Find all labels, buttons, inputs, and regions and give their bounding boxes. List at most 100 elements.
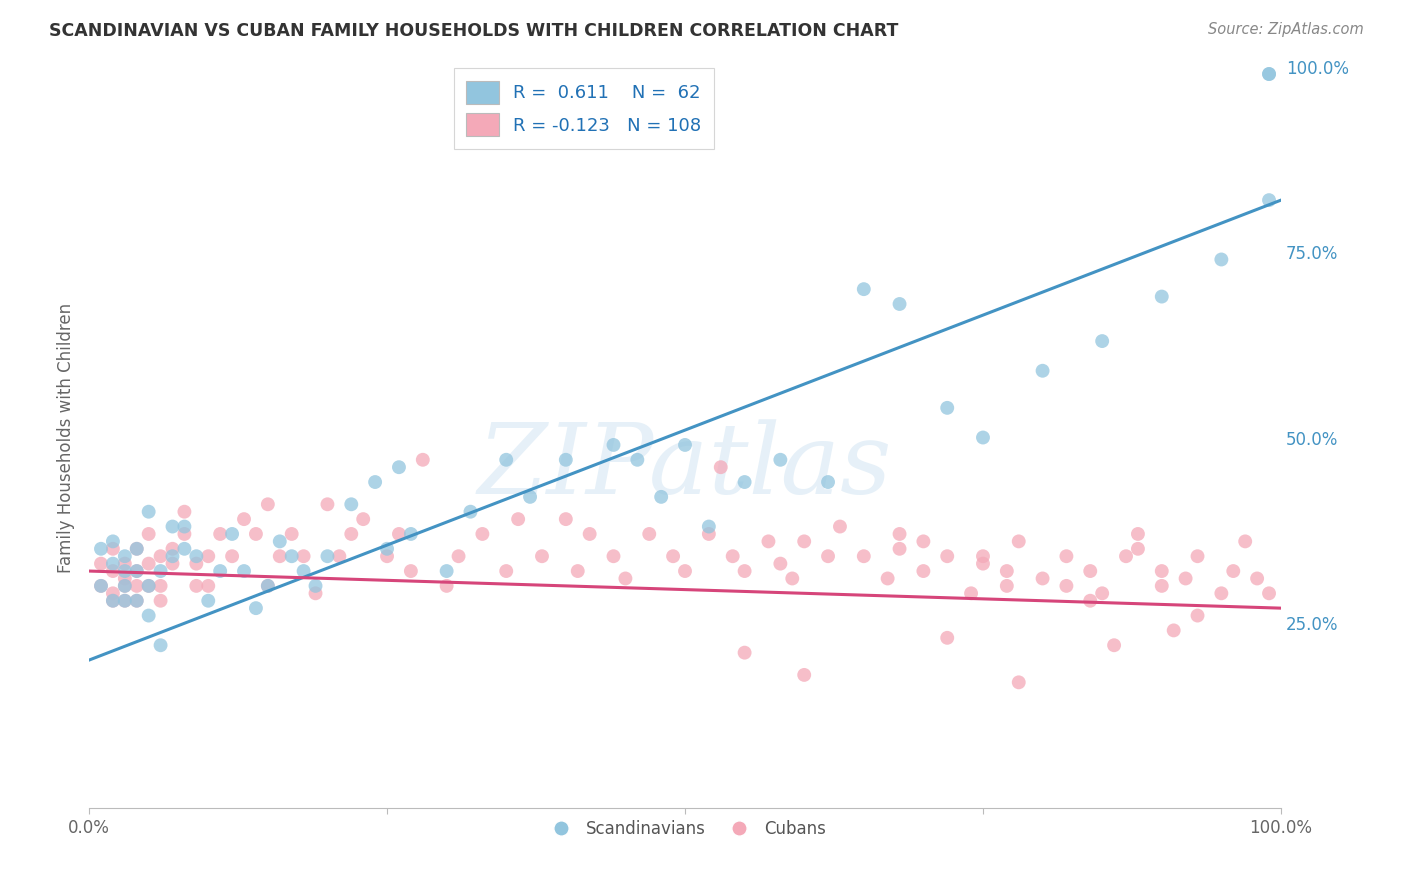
Point <box>209 527 232 541</box>
Point <box>149 549 172 564</box>
Point <box>162 541 184 556</box>
Point <box>245 601 267 615</box>
Point <box>710 460 733 475</box>
Point <box>1211 586 1233 600</box>
Point <box>186 579 208 593</box>
Point <box>221 549 243 564</box>
Point <box>1258 67 1281 81</box>
Point <box>233 564 256 578</box>
Text: Source: ZipAtlas.com: Source: ZipAtlas.com <box>1208 22 1364 37</box>
Point <box>125 541 148 556</box>
Point <box>614 572 637 586</box>
Point <box>149 638 172 652</box>
Point <box>960 586 983 600</box>
Point <box>101 534 124 549</box>
Point <box>626 452 648 467</box>
Point <box>1150 289 1173 303</box>
Point <box>460 505 482 519</box>
Point <box>1032 364 1054 378</box>
Point <box>995 564 1018 578</box>
Point <box>436 564 458 578</box>
Point <box>912 534 935 549</box>
Point <box>340 497 363 511</box>
Point <box>817 549 839 564</box>
Point <box>125 541 148 556</box>
Point <box>721 549 744 564</box>
Point <box>149 593 172 607</box>
Point <box>1008 534 1031 549</box>
Point <box>817 475 839 489</box>
Point <box>114 593 136 607</box>
Point <box>125 564 148 578</box>
Point <box>1174 572 1197 586</box>
Point <box>1222 564 1244 578</box>
Point <box>662 549 685 564</box>
Point <box>162 549 184 564</box>
Point <box>114 593 136 607</box>
Point <box>138 579 160 593</box>
Point <box>280 527 302 541</box>
Point <box>138 527 160 541</box>
Point <box>269 534 291 549</box>
Point <box>495 452 517 467</box>
Point <box>173 505 195 519</box>
Point <box>186 557 208 571</box>
Point <box>1054 549 1077 564</box>
Point <box>138 608 160 623</box>
Point <box>257 497 280 511</box>
Point <box>1258 67 1281 81</box>
Point <box>101 541 124 556</box>
Point <box>936 401 959 415</box>
Point <box>125 593 148 607</box>
Point <box>388 460 411 475</box>
Point <box>149 579 172 593</box>
Point <box>209 564 232 578</box>
Point <box>554 452 576 467</box>
Point <box>245 527 267 541</box>
Point <box>876 572 898 586</box>
Point <box>519 490 541 504</box>
Point <box>530 549 553 564</box>
Point <box>114 557 136 571</box>
Point <box>1091 586 1114 600</box>
Point <box>340 527 363 541</box>
Point <box>972 549 994 564</box>
Point <box>162 557 184 571</box>
Point <box>233 512 256 526</box>
Text: ZIPatlas: ZIPatlas <box>478 419 893 515</box>
Point <box>1102 638 1125 652</box>
Point <box>769 557 792 571</box>
Point <box>1078 593 1101 607</box>
Point <box>149 564 172 578</box>
Point <box>602 438 624 452</box>
Point <box>197 579 219 593</box>
Point <box>1032 572 1054 586</box>
Point <box>257 579 280 593</box>
Point <box>1258 586 1281 600</box>
Point <box>1150 564 1173 578</box>
Point <box>972 557 994 571</box>
Point <box>399 527 422 541</box>
Point <box>90 579 112 593</box>
Point <box>793 668 815 682</box>
Point <box>292 564 315 578</box>
Point <box>388 527 411 541</box>
Point <box>673 438 696 452</box>
Text: SCANDINAVIAN VS CUBAN FAMILY HOUSEHOLDS WITH CHILDREN CORRELATION CHART: SCANDINAVIAN VS CUBAN FAMILY HOUSEHOLDS … <box>49 22 898 40</box>
Point <box>508 512 530 526</box>
Point <box>495 564 517 578</box>
Point <box>889 297 911 311</box>
Point <box>852 282 875 296</box>
Point <box>186 549 208 564</box>
Point <box>793 534 815 549</box>
Point <box>936 549 959 564</box>
Point <box>1187 608 1209 623</box>
Point <box>101 564 124 578</box>
Point <box>114 579 136 593</box>
Point <box>304 586 326 600</box>
Point <box>828 519 851 533</box>
Point <box>125 593 148 607</box>
Point <box>162 519 184 533</box>
Point <box>1258 193 1281 207</box>
Point <box>697 527 720 541</box>
